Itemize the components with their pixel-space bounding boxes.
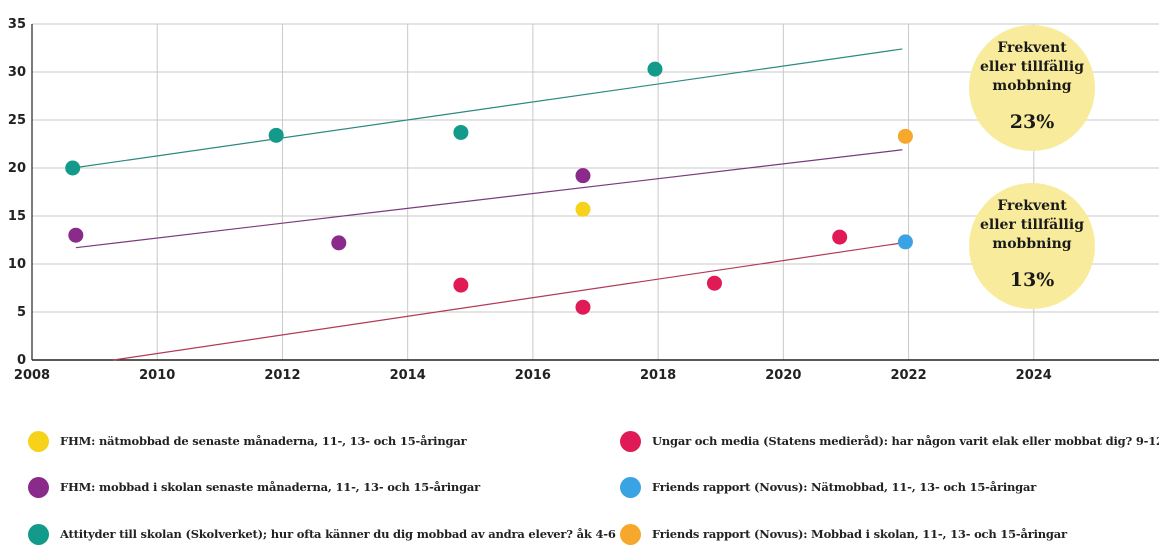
legend-swatch — [28, 523, 49, 545]
bubble-circle — [969, 25, 1095, 151]
data-point — [575, 299, 591, 315]
bubble-label: mobbning — [992, 236, 1071, 252]
bubble-circle — [969, 183, 1095, 309]
bubble-label: mobbning — [992, 78, 1071, 94]
y-tick-label: 15 — [8, 209, 26, 224]
y-tick-label: 30 — [8, 65, 26, 80]
x-tick-label: 2010 — [139, 368, 175, 383]
y-tick-label: 5 — [17, 305, 26, 320]
legend: FHM: nätmobbad de senaste månaderna, 11-… — [0, 420, 1159, 545]
y-tick-label: 10 — [8, 257, 26, 272]
data-point — [331, 235, 347, 251]
data-point — [268, 127, 284, 143]
x-tick-label: 2020 — [765, 368, 801, 383]
data-point — [65, 160, 81, 176]
legend-label: Friends rapport (Novus): Mobbad i skolan… — [652, 527, 1067, 541]
data-point — [706, 275, 722, 291]
legend-item: Ungar och media (Statens medieråd): har … — [620, 427, 1159, 455]
x-tick-label: 2008 — [14, 368, 50, 383]
legend-item: Friends rapport (Novus): Mobbad i skolan… — [620, 520, 1067, 548]
data-point — [68, 227, 84, 243]
legend-label: Ungar och media (Statens medieråd): har … — [652, 434, 1159, 448]
bubble-label: Frekvent — [997, 198, 1067, 214]
legend-label: Attityder till skolan (Skolverket); hur … — [60, 527, 616, 541]
trend-lines — [72, 48, 903, 361]
data-point — [453, 124, 469, 140]
data-point — [832, 229, 848, 245]
bubble-label: Frekvent — [997, 40, 1067, 56]
annotation-bubble: Frekvent eller tillfällig mobbning 23% — [969, 25, 1095, 151]
legend-swatch — [620, 430, 641, 452]
y-tick-label: 35 — [8, 17, 26, 32]
x-tick-label: 2018 — [640, 368, 676, 383]
trend-line — [75, 149, 903, 249]
scatter-chart: 0 5 10 15 20 25 30 35 2008 2010 2012 2014 2016 2018 20… — [8, 17, 1159, 383]
y-tick-label: 0 — [17, 353, 26, 368]
legend-swatch — [620, 476, 641, 498]
bubble-value: 13% — [1010, 269, 1055, 291]
data-point — [575, 168, 591, 184]
annotation-bubble: Frekvent eller tillfällig mobbning 13% — [969, 183, 1095, 309]
bubble-label: eller tillfällig — [980, 217, 1084, 233]
legend-label: Friends rapport (Novus): Nätmobbad, 11-,… — [652, 480, 1037, 494]
data-point — [575, 201, 591, 217]
x-tick-label: 2022 — [890, 368, 926, 383]
legend-swatch — [620, 523, 641, 545]
y-tick-label: 20 — [8, 161, 26, 176]
legend-label: FHM: nätmobbad de senaste månaderna, 11-… — [60, 434, 467, 448]
legend-label: FHM: mobbad i skolan senaste månaderna, … — [60, 480, 481, 494]
bubble-value: 23% — [1010, 111, 1055, 133]
trend-line — [72, 48, 903, 169]
legend-item: FHM: mobbad i skolan senaste månaderna, … — [28, 473, 480, 501]
legend-swatch — [28, 430, 49, 452]
data-point — [453, 277, 469, 293]
x-tick-label: 2012 — [264, 368, 300, 383]
data-point — [897, 128, 913, 144]
legend-item: FHM: nätmobbad de senaste månaderna, 11-… — [28, 427, 467, 455]
legend-swatch — [28, 476, 49, 498]
data-point — [647, 61, 663, 77]
legend-item: Attityder till skolan (Skolverket); hur … — [28, 520, 616, 548]
axes: 0 5 10 15 20 25 30 35 2008 2010 2012 2014 2016 2018 20… — [8, 17, 1159, 383]
data-point — [897, 234, 913, 250]
x-tick-label: 2024 — [1016, 368, 1052, 383]
trend-line — [113, 242, 903, 361]
x-tick-label: 2014 — [390, 368, 426, 383]
bubble-label: eller tillfällig — [980, 59, 1084, 75]
data-points — [65, 61, 913, 315]
x-tick-label: 2016 — [515, 368, 551, 383]
y-tick-label: 25 — [8, 113, 26, 128]
legend-item: Friends rapport (Novus): Nätmobbad, 11-,… — [620, 473, 1036, 501]
